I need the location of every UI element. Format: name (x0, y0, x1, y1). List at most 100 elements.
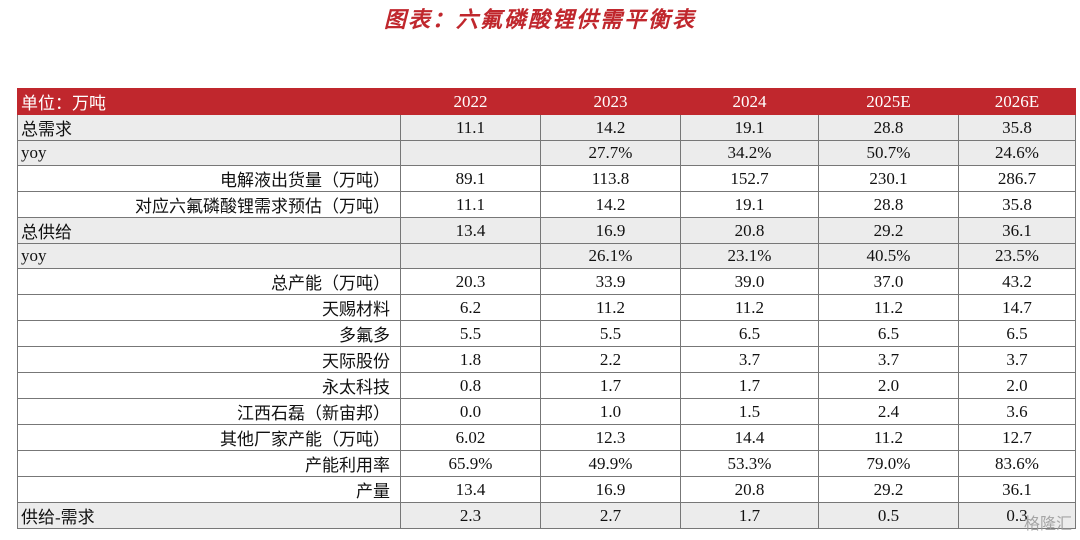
cell: 40.5% (818, 243, 959, 269)
cell: 286.7 (958, 165, 1076, 192)
row-label: 永太科技 (17, 372, 401, 399)
cell: 33.9 (540, 268, 681, 295)
cell: 2023 (540, 88, 681, 115)
table-row: 单位：万吨 2022 2023 2024 2025E 2026E (17, 88, 1076, 115)
cell: 34.2% (680, 140, 819, 166)
cell: 50.7% (818, 140, 959, 166)
cell: 29.2 (818, 217, 959, 244)
cell: 0.0 (400, 398, 541, 425)
cell: 14.2 (540, 114, 681, 141)
row-label: 其他厂家产能（万吨） (17, 424, 401, 451)
cell: 3.7 (958, 346, 1076, 373)
cell: 3.7 (680, 346, 819, 373)
cell: 65.9% (400, 450, 541, 477)
cell: 11.2 (540, 294, 681, 321)
cell: 2024 (680, 88, 819, 115)
cell: 19.1 (680, 114, 819, 141)
cell: 14.4 (680, 424, 819, 451)
cell: 14.7 (958, 294, 1076, 321)
supply-demand-table: 单位：万吨 2022 2023 2024 2025E 2026E 总需求 11.1 14.2 19… (17, 88, 1076, 529)
cell: 24.6% (958, 140, 1076, 166)
cell: 6.5 (680, 320, 819, 347)
cell: 1.8 (400, 346, 541, 373)
cell: 1.7 (680, 372, 819, 399)
cell: 27.7% (540, 140, 681, 166)
cell: 3.6 (958, 398, 1076, 425)
table-row: 江西石磊（新宙邦） 0.0 1.0 1.5 2.4 3.6 (17, 398, 1076, 425)
cell: 23.5% (958, 243, 1076, 269)
cell: 39.0 (680, 268, 819, 295)
cell: 89.1 (400, 165, 541, 192)
cell: 43.2 (958, 268, 1076, 295)
cell: 20.3 (400, 268, 541, 295)
row-label: 供给-需求 (17, 502, 401, 529)
cell: 2.0 (958, 372, 1076, 399)
row-label: 总需求 (17, 114, 401, 141)
cell: 28.8 (818, 114, 959, 141)
cell: 1.7 (540, 372, 681, 399)
cell: 79.0% (818, 450, 959, 477)
row-label: 产能利用率 (17, 450, 401, 477)
cell: 2.7 (540, 502, 681, 529)
cell: 1.0 (540, 398, 681, 425)
cell: 0.3 (958, 502, 1076, 529)
cell: 13.4 (400, 476, 541, 503)
cell: 35.8 (958, 191, 1076, 218)
table-row: 永太科技 0.8 1.7 1.7 2.0 2.0 (17, 372, 1076, 399)
watermark: 格隆汇 (1023, 514, 1072, 533)
row-label: 总产能（万吨） (17, 268, 401, 295)
cell: 53.3% (680, 450, 819, 477)
table-row: 天际股份 1.8 2.2 3.7 3.7 3.7 (17, 346, 1076, 373)
cell: 16.9 (540, 217, 681, 244)
row-label: 多氟多 (17, 320, 401, 347)
cell: 0.8 (400, 372, 541, 399)
cell: 11.1 (400, 114, 541, 141)
cell: 36.1 (958, 217, 1076, 244)
cell: 37.0 (818, 268, 959, 295)
cell: 11.1 (400, 191, 541, 218)
cell: 0.5 (818, 502, 959, 529)
table-row: 产量 13.4 16.9 20.8 29.2 36.1 (17, 476, 1076, 503)
row-label: 天际股份 (17, 346, 401, 373)
cell: 5.5 (540, 320, 681, 347)
table-row: 其他厂家产能（万吨） 6.02 12.3 14.4 11.2 12.7 (17, 424, 1076, 451)
cell: 12.7 (958, 424, 1076, 451)
row-label: yoy (17, 140, 401, 166)
table-row: 总产能（万吨） 20.3 33.9 39.0 37.0 43.2 (17, 268, 1076, 295)
cell (400, 243, 541, 269)
cell: 2025E (818, 88, 959, 115)
cell: 3.7 (818, 346, 959, 373)
cell: 2.3 (400, 502, 541, 529)
cell: 6.2 (400, 294, 541, 321)
cell: 36.1 (958, 476, 1076, 503)
row-label: 电解液出货量（万吨） (17, 165, 401, 192)
cell: 12.3 (540, 424, 681, 451)
cell: 11.2 (818, 424, 959, 451)
row-label: 天赐材料 (17, 294, 401, 321)
cell: 113.8 (540, 165, 681, 192)
cell: 20.8 (680, 217, 819, 244)
table-row: 电解液出货量（万吨） 89.1 113.8 152.7 230.1 286.7 (17, 165, 1076, 192)
cell: 2.2 (540, 346, 681, 373)
cell: 2.4 (818, 398, 959, 425)
cell: 11.2 (818, 294, 959, 321)
cell: 35.8 (958, 114, 1076, 141)
cell: 5.5 (400, 320, 541, 347)
cell: 14.2 (540, 191, 681, 218)
cell: 152.7 (680, 165, 819, 192)
cell: 230.1 (818, 165, 959, 192)
table-row: 对应六氟磷酸锂需求预估（万吨） 11.1 14.2 19.1 28.8 35.8 (17, 191, 1076, 218)
table-row: 供给-需求 2.3 2.7 1.7 0.5 0.3 (17, 502, 1076, 529)
cell: 26.1% (540, 243, 681, 269)
table-row: 总供给 13.4 16.9 20.8 29.2 36.1 (17, 217, 1076, 244)
title: 图表：六氟磷酸锂供需平衡表 (383, 7, 696, 32)
row-label: 对应六氟磷酸锂需求预估（万吨） (17, 191, 401, 218)
cell: 6.5 (958, 320, 1076, 347)
row-label: 单位：万吨 (17, 88, 401, 115)
cell: 23.1% (680, 243, 819, 269)
cell: 13.4 (400, 217, 541, 244)
cell: 29.2 (818, 476, 959, 503)
cell: 28.8 (818, 191, 959, 218)
table-row: yoy 26.1% 23.1% 40.5% 23.5% (17, 243, 1076, 269)
